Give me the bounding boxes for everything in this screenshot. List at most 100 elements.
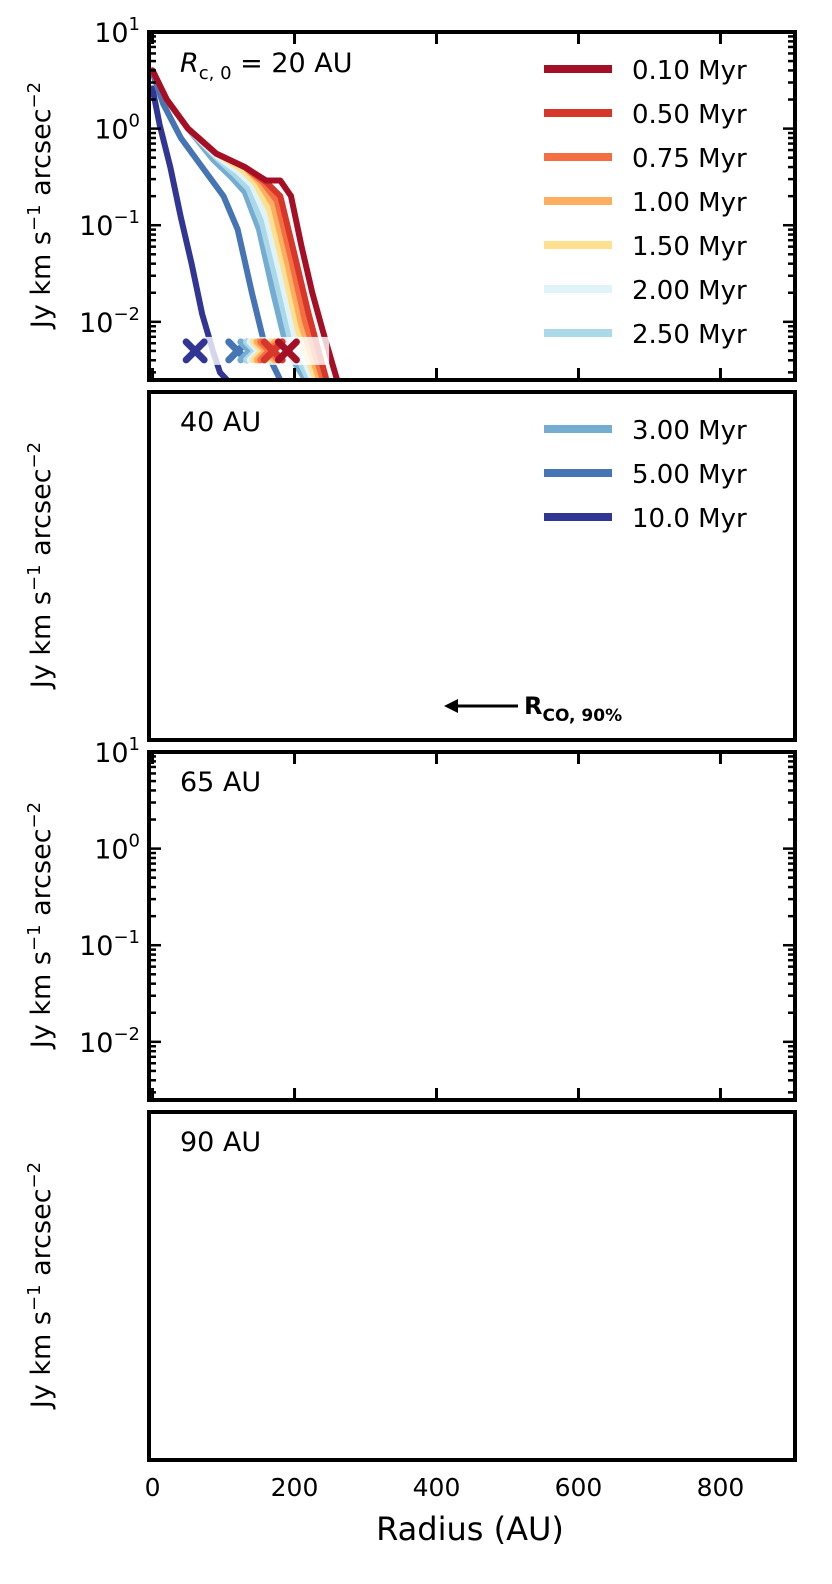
legend-label: 5.00 Myr	[632, 460, 747, 490]
series-marker-stroke	[204, 1062, 222, 1080]
legend-second: 3.00 Myr 5.00 Myr 10.0 Myr	[544, 416, 747, 534]
series-line	[153, 790, 615, 1100]
legend-item: 1.00 Myr	[544, 188, 747, 218]
y-axis-label: Jy km s−1 arcsec−2	[24, 802, 57, 1050]
series-marker-stroke	[442, 1062, 460, 1080]
series-marker-stroke	[428, 1062, 446, 1080]
x-tick-label: 800	[697, 1473, 745, 1502]
y-axis-label: Jy km s−1 arcsec−2	[24, 82, 57, 330]
series-line	[153, 790, 579, 1100]
legend-label: 1.50 Myr	[632, 232, 747, 262]
series-marker-stroke	[374, 1062, 392, 1080]
series-line	[153, 790, 593, 1100]
legend-item: 0.10 Myr	[544, 56, 747, 86]
panel-frame	[147, 30, 797, 382]
y-tick-label-base: 10	[79, 1028, 113, 1059]
y-tick-label-base: 10	[94, 835, 128, 866]
series-marker-stroke	[274, 338, 300, 364]
legend-item: 5.00 Myr	[544, 460, 747, 490]
y-tick-label: 10−2	[79, 1024, 140, 1059]
y-tick-label-base: 10	[79, 211, 113, 242]
series-marker-stroke	[403, 1062, 421, 1080]
series-marker-stroke	[428, 1062, 446, 1080]
y-tick-label-exponent: −1	[113, 927, 140, 948]
series-marker-stroke	[477, 1062, 495, 1080]
legend-item: 2.50 Myr	[544, 320, 747, 350]
marker-band	[151, 1057, 620, 1085]
legend-label: 2.50 Myr	[632, 320, 747, 350]
legend-top: 0.10 Myr 0.50 Myr 0.75 Myr 1.00 Myr 1.50 Myr…	[544, 56, 747, 350]
series-marker	[385, 1062, 403, 1080]
series-marker	[374, 1062, 392, 1080]
panel-label-90: 90 AU	[180, 1127, 261, 1158]
series-marker-stroke	[417, 1062, 435, 1080]
series-line	[153, 790, 622, 1100]
y-tick-label: 10−1	[79, 207, 140, 242]
series-marker-stroke	[477, 1062, 495, 1080]
series-marker-stroke	[385, 1062, 403, 1080]
legend-item: 0.75 Myr	[544, 144, 747, 174]
y-tick-label-exponent: −2	[113, 304, 140, 325]
y-tick-label-exponent: 1	[129, 14, 140, 35]
series-marker	[357, 1062, 375, 1080]
legend-label: 0.50 Myr	[632, 100, 747, 130]
annotation-label: RCO, 90%	[524, 692, 622, 726]
series-group	[151, 790, 628, 1100]
series-line	[153, 790, 586, 1100]
series-marker	[204, 1062, 222, 1080]
series-marker	[428, 1062, 446, 1080]
series-line	[149, 67, 341, 380]
legend-item: 0.50 Myr	[544, 100, 747, 130]
legend-label: 2.00 Myr	[632, 276, 747, 306]
y-axis-labels: Jy km s−1 arcsec−2 Jy km s−1 arcsec−2 Jy…	[24, 82, 57, 1410]
y-tick-label-base: 10	[94, 738, 128, 769]
series-marker	[274, 338, 300, 364]
legend-label: 10.0 Myr	[632, 504, 747, 534]
y-tick-label: 101	[94, 14, 140, 49]
y-tick-label-exponent: 0	[129, 111, 140, 132]
panel-frame	[147, 1110, 797, 1462]
series-line	[153, 790, 611, 1100]
y-axis-label: Jy km s−1 arcsec−2	[24, 442, 57, 690]
legend-item: 1.50 Myr	[544, 232, 747, 262]
y-tick-label: 100	[94, 111, 140, 146]
y-tick-label-exponent: −2	[113, 1024, 140, 1045]
series-marker-stroke	[182, 338, 208, 364]
panel-4	[147, 1110, 797, 1462]
series-marker	[303, 1062, 321, 1080]
rc-label: Rc, 0 = 20 AU	[180, 48, 353, 84]
series-marker-stroke	[442, 1062, 460, 1080]
series-marker	[442, 1062, 460, 1080]
series-line	[153, 809, 345, 1101]
panel-3	[147, 750, 797, 1102]
series-marker-stroke	[303, 1062, 321, 1080]
y-tick-label: 100	[94, 831, 140, 866]
y-tick-label: 10−1	[79, 927, 140, 962]
x-tick-label: 0	[145, 1473, 161, 1502]
series-line	[149, 69, 284, 380]
y-tick-label-base: 10	[94, 115, 128, 146]
series-marker-stroke	[357, 1062, 375, 1080]
y-tick-label-exponent: 1	[129, 734, 140, 755]
x-axis-label: Radius (AU)	[376, 1510, 564, 1548]
series-marker-stroke	[385, 1062, 403, 1080]
series-marker-stroke	[374, 1062, 392, 1080]
legend-item: 3.00 Myr	[544, 416, 747, 446]
series-marker	[403, 1062, 421, 1080]
panel-frame	[147, 750, 797, 1102]
y-tick-label-base: 10	[94, 18, 128, 49]
y-tick-label-exponent: −1	[113, 207, 140, 228]
series-line	[153, 793, 515, 1100]
rco-annotation: RCO, 90%	[444, 692, 622, 726]
y-tick-label: 101	[94, 734, 140, 769]
x-tick-labels: 0 200 400 600 800	[145, 1473, 745, 1502]
annotation-arrow-icon	[444, 699, 458, 713]
legend-label: 1.00 Myr	[632, 188, 747, 218]
legend-label: 3.00 Myr	[632, 416, 747, 446]
x-tick-label: 600	[555, 1473, 603, 1502]
series-marker-stroke	[403, 1062, 421, 1080]
